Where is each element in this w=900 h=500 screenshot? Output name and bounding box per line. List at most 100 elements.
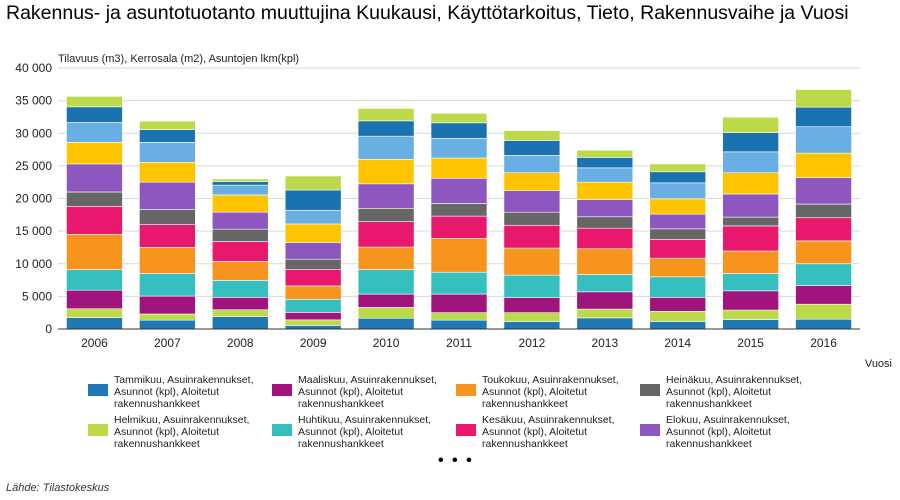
legend-item[interactable]: Huhtikuu, Asuinrakennukset, Asunnot (kpl… (272, 414, 456, 450)
bar-segment[interactable] (284, 189, 342, 211)
bar-segment[interactable] (357, 307, 415, 319)
bar-segment[interactable] (357, 246, 415, 270)
bar-segment[interactable] (503, 172, 561, 191)
bar-segment[interactable] (649, 171, 707, 184)
bar-segment[interactable] (66, 106, 123, 123)
bar-segment[interactable] (66, 308, 123, 318)
bar-stack-2011[interactable] (430, 113, 488, 330)
bar-segment[interactable] (139, 319, 196, 330)
bar-segment[interactable] (66, 317, 123, 330)
bar-segment[interactable] (503, 321, 561, 330)
bar-segment[interactable] (503, 312, 561, 322)
bar-segment[interactable] (503, 224, 561, 249)
bar-segment[interactable] (795, 303, 852, 320)
bar-segment[interactable] (139, 181, 196, 210)
bar-segment[interactable] (284, 242, 342, 260)
bar-segment[interactable] (722, 273, 779, 292)
bar-segment[interactable] (139, 313, 196, 321)
bar-segment[interactable] (795, 240, 852, 265)
bar-segment[interactable] (139, 273, 196, 297)
bar-segment[interactable] (795, 106, 852, 128)
bar-segment[interactable] (284, 175, 342, 191)
bar-segment[interactable] (66, 191, 123, 207)
bar-segment[interactable] (430, 122, 488, 139)
legend-item[interactable]: Heinäkuu, Asuinrakennukset, Asunnot (kpl… (640, 374, 824, 410)
bar-segment[interactable] (795, 318, 852, 330)
bar-segment[interactable] (649, 228, 707, 240)
bar-segment[interactable] (576, 227, 634, 250)
bar-segment[interactable] (649, 182, 707, 200)
bar-segment[interactable] (576, 149, 634, 158)
bar-segment[interactable] (211, 181, 269, 186)
bar-segment[interactable] (576, 291, 634, 310)
bar-segment[interactable] (503, 247, 561, 276)
legend-item[interactable]: Tammikuu, Asuinrakennukset, Asunnot (kpl… (88, 374, 272, 410)
bar-segment[interactable] (722, 151, 779, 174)
bar-segment[interactable] (430, 215, 488, 239)
bar-segment[interactable] (139, 120, 196, 130)
bar-segment[interactable] (357, 207, 415, 222)
bar-segment[interactable] (430, 271, 488, 295)
bar-segment[interactable] (576, 167, 634, 183)
bar-segment[interactable] (211, 309, 269, 317)
bar-segment[interactable] (357, 269, 415, 295)
bar-segment[interactable] (211, 297, 269, 311)
bar-segment[interactable] (795, 152, 852, 178)
bar-segment[interactable] (66, 289, 123, 310)
bar-segment[interactable] (649, 198, 707, 215)
bar-segment[interactable] (649, 163, 707, 173)
bar-segment[interactable] (211, 241, 269, 262)
bar-segment[interactable] (139, 224, 196, 248)
bar-stack-2008[interactable] (211, 178, 269, 330)
bar-segment[interactable] (649, 311, 707, 322)
bar-segment[interactable] (503, 190, 561, 213)
bar-stack-2006[interactable] (66, 96, 123, 330)
bar-segment[interactable] (430, 312, 488, 321)
bar-segment[interactable] (503, 155, 561, 174)
bar-segment[interactable] (211, 184, 269, 196)
bar-segment[interactable] (795, 177, 852, 205)
bar-stack-2010[interactable] (357, 108, 415, 330)
bar-segment[interactable] (284, 312, 342, 321)
bar-stack-2009[interactable] (284, 175, 342, 330)
bar-segment[interactable] (503, 211, 561, 226)
bar-segment[interactable] (576, 181, 634, 200)
bar-segment[interactable] (503, 274, 561, 298)
bar-segment[interactable] (357, 221, 415, 248)
bar-stack-2014[interactable] (649, 163, 707, 330)
bar-segment[interactable] (722, 290, 779, 311)
bar-segment[interactable] (795, 203, 852, 219)
bar-stack-2013[interactable] (576, 149, 634, 330)
bar-segment[interactable] (357, 135, 415, 160)
bar-stack-2007[interactable] (139, 120, 196, 330)
bar-segment[interactable] (139, 295, 196, 315)
bar-segment[interactable] (503, 297, 561, 313)
bar-segment[interactable] (795, 285, 852, 305)
bar-segment[interactable] (357, 159, 415, 185)
bar-segment[interactable] (139, 142, 196, 163)
bar-segment[interactable] (139, 209, 196, 225)
bar-segment[interactable] (430, 113, 488, 124)
bar-segment[interactable] (722, 250, 779, 274)
bar-segment[interactable] (357, 317, 415, 330)
bar-segment[interactable] (66, 163, 123, 193)
bar-segment[interactable] (284, 258, 342, 270)
bar-segment[interactable] (139, 129, 196, 143)
bar-segment[interactable] (722, 172, 779, 195)
bar-segment[interactable] (211, 261, 269, 281)
legend-more-indicator[interactable]: • • • (438, 452, 474, 469)
bar-segment[interactable] (66, 96, 123, 108)
bar-stack-2016[interactable] (795, 89, 852, 330)
bar-segment[interactable] (357, 183, 415, 209)
legend-item[interactable]: Elokuu, Asuinrakennukset, Asunnot (kpl),… (640, 414, 824, 450)
bar-segment[interactable] (649, 257, 707, 278)
bar-segment[interactable] (795, 126, 852, 154)
bar-segment[interactable] (576, 157, 634, 169)
bar-segment[interactable] (722, 216, 779, 227)
bar-segment[interactable] (284, 325, 342, 330)
bar-segment[interactable] (66, 206, 123, 235)
bar-segment[interactable] (649, 276, 707, 298)
bar-segment[interactable] (722, 116, 779, 133)
bar-segment[interactable] (430, 203, 488, 217)
bar-segment[interactable] (576, 199, 634, 218)
